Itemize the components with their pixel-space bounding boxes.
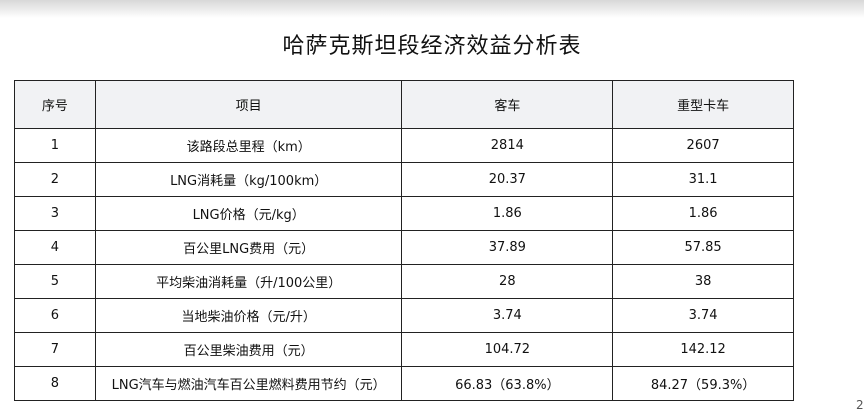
table-cell: 104.72	[401, 332, 614, 367]
table-cell: 5	[14, 264, 96, 299]
table-cell: 1.86	[401, 196, 614, 231]
table-row: 6 当地柴油价格（元/升） 3.74 3.74	[14, 298, 794, 333]
table-cell: 平均柴油消耗量（升/100公里）	[94, 264, 403, 299]
header-cell: 重型卡车	[612, 80, 794, 129]
table-cell: 百公里柴油费用（元）	[94, 332, 403, 367]
table-cell: 57.85	[612, 230, 794, 265]
table-cell: 37.89	[401, 230, 614, 265]
table-cell: 142.12	[612, 332, 794, 367]
table-row: 2 LNG消耗量（kg/100km） 20.37 31.1	[14, 162, 794, 197]
table-cell: 84.27（59.3%）	[612, 366, 794, 401]
table-cell: 1.86	[612, 196, 794, 231]
table-cell: 1	[14, 128, 96, 163]
table-cell: 2	[14, 162, 96, 197]
table-row: 5 平均柴油消耗量（升/100公里） 28 38	[14, 264, 794, 299]
table-cell: 3.74	[401, 298, 614, 333]
table-title: 哈萨克斯坦段经济效益分析表	[282, 34, 582, 59]
page-edge-shadow	[0, 0, 864, 18]
table-cell: LNG汽车与燃油汽车百公里燃料费用节约（元）	[94, 366, 403, 401]
analysis-table: 序号 项目 客车 重型卡车 1 该路段总里程（km） 2814 2607 2 LNG消耗量（kg…	[14, 80, 794, 401]
table-cell: 20.37	[401, 162, 614, 197]
page-number: 2	[856, 398, 864, 412]
header-row: 序号 项目 客车 重型卡车	[14, 80, 794, 129]
table-cell: 该路段总里程（km）	[94, 128, 403, 163]
table-cell: 38	[612, 264, 794, 299]
table-cell: LNG价格（元/kg）	[94, 196, 403, 231]
table-cell: 4	[14, 230, 96, 265]
header-cell: 项目	[94, 80, 403, 129]
header-cell: 序号	[14, 80, 96, 129]
header-cell: 客车	[401, 80, 614, 129]
table-body: 1 该路段总里程（km） 2814 2607 2 LNG消耗量（kg/100km） 20.3…	[14, 128, 794, 401]
table-cell: 7	[14, 332, 96, 367]
table-cell: 当地柴油价格（元/升）	[94, 298, 403, 333]
table-row: 7 百公里柴油费用（元） 104.72 142.12	[14, 332, 794, 367]
table-cell: 28	[401, 264, 614, 299]
table-cell: 2607	[612, 128, 794, 163]
table-cell: 百公里LNG费用（元）	[94, 230, 403, 265]
table-row: 3 LNG价格（元/kg） 1.86 1.86	[14, 196, 794, 231]
table-cell: 2814	[401, 128, 614, 163]
table-row: 8 LNG汽车与燃油汽车百公里燃料费用节约（元） 66.83（63.8%） 84.27…	[14, 366, 794, 401]
table-cell: 66.83（63.8%）	[401, 366, 614, 401]
table-row: 4 百公里LNG费用（元） 37.89 57.85	[14, 230, 794, 265]
table-cell: 8	[14, 366, 96, 401]
table-cell: LNG消耗量（kg/100km）	[94, 162, 403, 197]
table-row: 1 该路段总里程（km） 2814 2607	[14, 128, 794, 163]
table-cell: 3.74	[612, 298, 794, 333]
table-cell: 31.1	[612, 162, 794, 197]
table-cell: 6	[14, 298, 96, 333]
table-cell: 3	[14, 196, 96, 231]
